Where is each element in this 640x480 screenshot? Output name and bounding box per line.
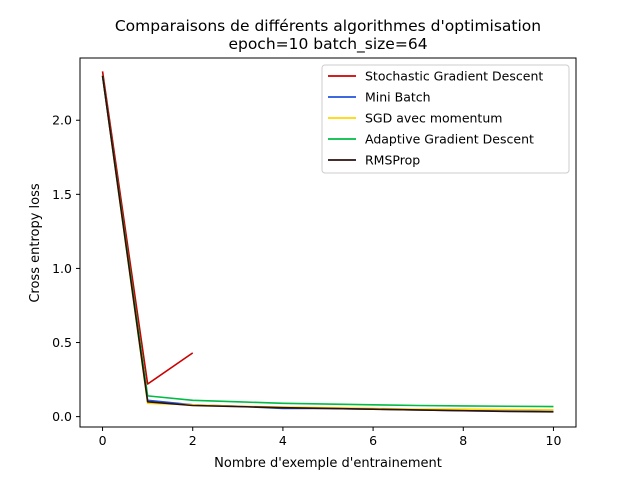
legend-label-1: Mini Batch (365, 90, 431, 105)
series-line-3 (101, 75, 554, 408)
x-axis-ticks: 0 2 4 6 8 10 (99, 427, 562, 448)
y-tick-label: 0.5 (52, 335, 72, 350)
x-tick-label: 4 (279, 433, 287, 448)
plot-frame (79, 57, 577, 428)
y-axis-ticks: 0.0 0.5 1.0 1.5 2.0 (52, 113, 80, 424)
x-tick-label: 10 (546, 433, 562, 448)
x-axis-label: Nombre d'exemple d'entrainement (214, 456, 442, 471)
legend-label-3: Adaptive Gradient Descent (365, 132, 534, 147)
x-tick-label: 0 (99, 433, 107, 448)
legend: Stochastic Gradient Descent Mini Batch SGD… (321, 64, 570, 174)
chart-subtitle: epoch=10 batch_size=64 (228, 35, 427, 54)
legend-label-0: Stochastic Gradient Descent (365, 69, 543, 84)
y-tick-label: 1.0 (52, 261, 72, 276)
series-line-0 (101, 71, 194, 385)
y-axis-label: Cross entropy loss (28, 183, 43, 303)
x-tick-label: 2 (189, 433, 197, 448)
x-tick-label: 6 (369, 433, 377, 448)
series-line-4 (101, 75, 554, 413)
y-tick-label: 0.0 (52, 409, 72, 424)
legend-label-4: RMSProp (365, 153, 420, 168)
series-layer (101, 71, 554, 413)
chart-title: Comparaisons de différents algorithmes d… (115, 17, 541, 35)
x-tick-label: 8 (459, 433, 467, 448)
y-tick-label: 1.5 (52, 187, 72, 202)
legend-label-2: SGD avec momentum (365, 111, 502, 126)
y-tick-label: 2.0 (52, 113, 72, 128)
legend-box (321, 64, 570, 174)
